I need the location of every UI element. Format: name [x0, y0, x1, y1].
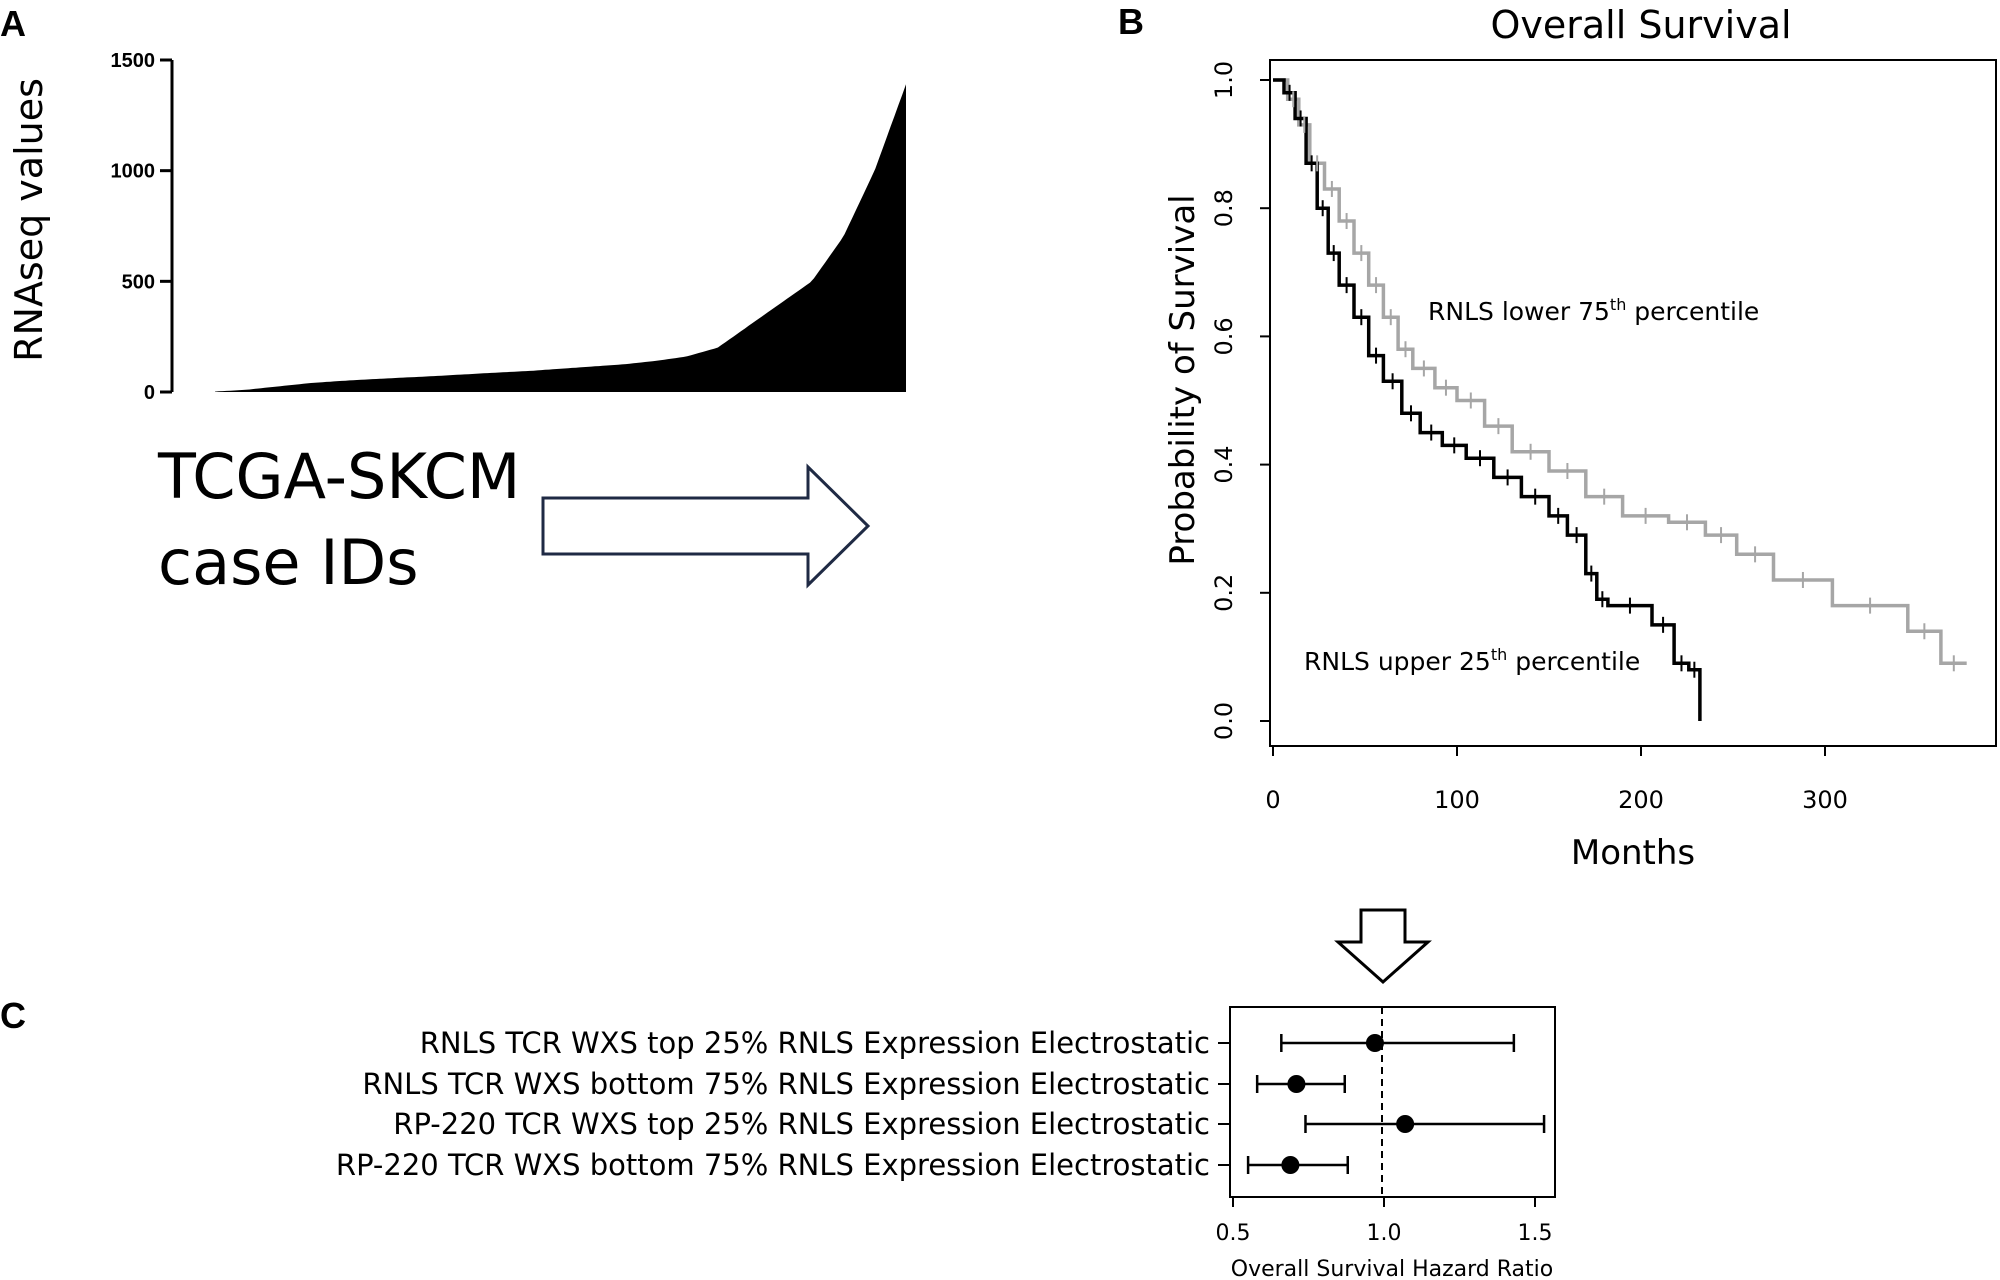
panel-a-y-ticks: 0 500 1000 1500	[111, 50, 172, 404]
panel-c-x-tick-label: 0.5	[1216, 1221, 1251, 1246]
panel-b-x-label: Months	[1571, 833, 1695, 873]
panel-c-x-tick-label: 1.5	[1518, 1221, 1553, 1246]
km-censor-marks	[1288, 84, 1955, 678]
panel-b-x-tick-label: 100	[1434, 786, 1480, 814]
panel-a-y-tick-label: 1000	[111, 161, 156, 183]
panel-b-x-tick-label: 200	[1618, 786, 1664, 814]
panel-b-x-ticks: 0 100 200 300	[1265, 746, 1848, 814]
panel-a-sorted-bars	[215, 84, 906, 393]
panel-c-chart: RNLS TCR WXS top 25% RNLS Expression Ele…	[336, 1006, 1556, 1280]
panel-b-y-tick-label: 0.2	[1210, 574, 1238, 612]
lower-75-annotation-sup: th	[1610, 295, 1626, 314]
panel-b-y-tick-label: 0.6	[1210, 317, 1238, 355]
panel-b-title: Overall Survival	[1490, 3, 1791, 47]
upper-25-annotation: RNLS upper 25th percentile	[1304, 645, 1640, 676]
km-curve-lower-75	[1273, 78, 1967, 666]
panel-c-plot-frame	[1229, 1006, 1556, 1198]
panel-a-y-label: RNAseq values	[7, 78, 51, 362]
panel-a-chart: 0 500 1000 1500 RNAseq values	[7, 50, 906, 404]
panel-b-chart: 0 100 200 300 0.0 0.2 0.4 0.6 0.8 1.0 Months Pro…	[1163, 59, 1997, 873]
panel-c-rows: RNLS TCR WXS top 25% RNLS Expression Ele…	[336, 1026, 1546, 1182]
forest-point-estimate	[1396, 1115, 1415, 1133]
upper-25-annotation-text: RNLS upper 25	[1304, 647, 1491, 676]
forest-row-label: RNLS TCR WXS bottom 75% RNLS Expression …	[362, 1067, 1210, 1101]
forest-row-label: RNLS TCR WXS top 25% RNLS Expression Ele…	[420, 1026, 1210, 1060]
panel-b-plot-frame	[1269, 59, 1997, 747]
panel-c-x-tick-label: 1.0	[1367, 1221, 1402, 1246]
panel-a-y-tick-label: 1500	[111, 50, 156, 72]
panel-b-y-tick-label: 1.0	[1210, 61, 1238, 99]
panel-b-x-tick-label: 0	[1265, 786, 1280, 814]
panel-b-letter: B	[1118, 1, 1144, 42]
panel-b-y-tick-label: 0.8	[1210, 189, 1238, 227]
right-arrow-icon	[541, 463, 871, 589]
panel-a-caption-line1: TCGA-SKCM	[157, 440, 520, 513]
panel-a-letter: A	[0, 3, 26, 44]
upper-25-annotation-sup: th	[1491, 645, 1507, 664]
km-curve-upper-25	[1273, 78, 1702, 721]
forest-point-estimate	[1287, 1075, 1306, 1093]
panel-c-x-ticks: 0.5 1.0 1.5	[1216, 1197, 1553, 1246]
panel-a-y-tick-label: 0	[144, 382, 155, 404]
upper-25-annotation-suffix: percentile	[1507, 647, 1640, 676]
panel-b-y-ticks: 0.0 0.2 0.4 0.6 0.8 1.0	[1210, 61, 1270, 740]
lower-75-annotation-suffix: percentile	[1626, 297, 1759, 326]
panel-a-caption-line2: case IDs	[158, 526, 419, 599]
forest-row-label: RP-220 TCR WXS top 25% RNLS Expression E…	[393, 1107, 1210, 1141]
forest-point-estimate	[1365, 1034, 1384, 1052]
panel-b-y-tick-label: 0.4	[1210, 446, 1238, 484]
panel-b-y-label: Probability of Survival	[1163, 194, 1203, 565]
lower-75-annotation: RNLS lower 75th percentile	[1428, 295, 1759, 326]
panel-b-x-tick-label: 300	[1802, 786, 1848, 814]
forest-row-label: RP-220 TCR WXS bottom 75% RNLS Expressio…	[336, 1148, 1210, 1182]
panel-b-y-tick-label: 0.0	[1210, 702, 1238, 740]
panel-a-y-tick-label: 500	[122, 271, 155, 293]
panel-c-x-label: Overall Survival Hazard Ratio	[1231, 1257, 1553, 1280]
lower-75-annotation-text: RNLS lower 75	[1428, 297, 1610, 326]
forest-point-estimate	[1281, 1156, 1300, 1174]
panel-c-letter: C	[0, 995, 26, 1036]
down-arrow-icon	[1334, 908, 1432, 985]
